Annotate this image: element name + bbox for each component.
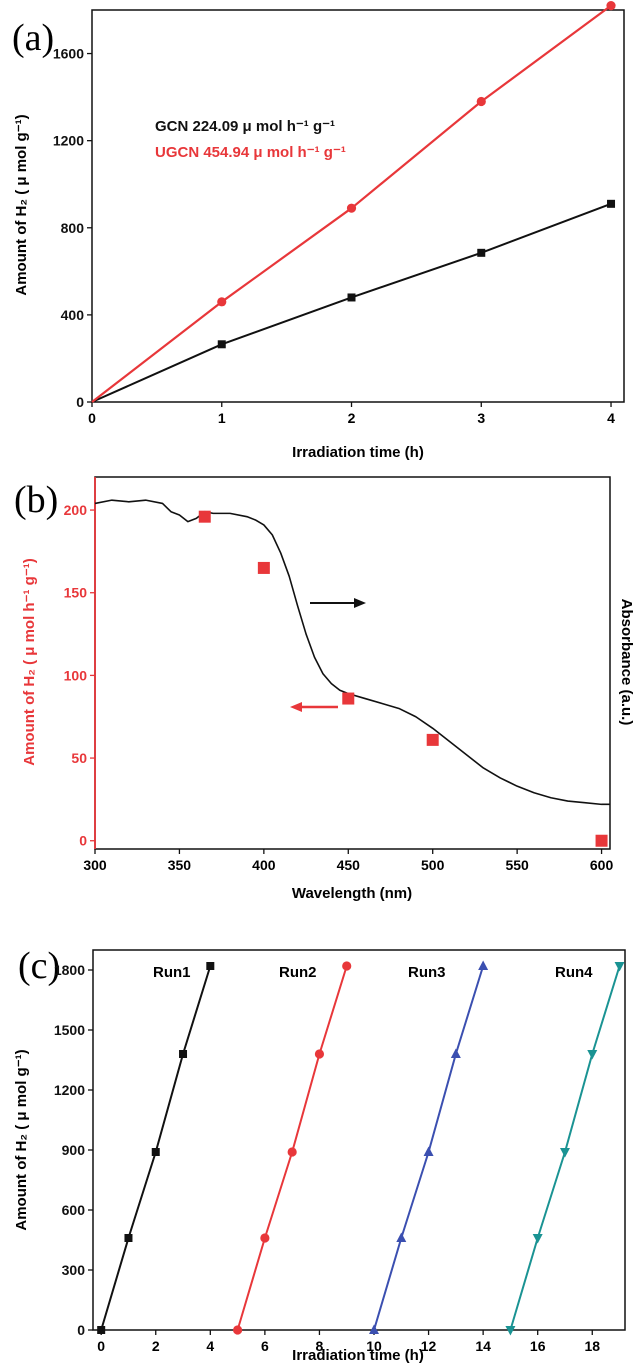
legend-run2: Run2 [279,964,317,981]
y-tick-label: 150 [64,585,88,601]
series-line-b-s1 [94,499,610,806]
data-point-Run3 [369,1324,380,1334]
x-tick-label: 500 [421,857,445,873]
x-tick-label: 10 [366,1338,382,1354]
data-point-b-s0 [426,733,439,746]
y-tick-label: 1500 [54,1022,85,1038]
legend-run3: Run3 [408,964,446,981]
y-tick-label: 800 [61,220,85,236]
y-tick-label: 0 [76,394,84,410]
x-tick-label: 16 [530,1338,546,1354]
data-point-b-s0 [198,510,211,523]
data-point-a-s1 [217,297,227,307]
data-point-Run1 [206,962,215,970]
data-point-Run2 [342,961,352,971]
data-point-Run2 [314,1049,325,1059]
x-tick-label: 14 [475,1338,491,1354]
x-tick-label: 600 [590,857,614,873]
annotation-ugcn-rate: UGCN 454.94 μ mol h⁻¹ g⁻¹ [155,144,346,161]
data-point-a-s1 [606,1,616,11]
data-point-Run1 [124,1234,133,1242]
data-point-Run3 [478,960,489,970]
x-tick-label: 12 [421,1338,437,1354]
x-tick-label: 4 [607,410,615,426]
series-line-a-s0 [91,202,612,403]
y-tick-label: 300 [62,1262,86,1278]
annotation-gcn-rate: GCN 224.09 μ mol h⁻¹ g⁻¹ [155,118,335,135]
panel-label-a: (a) [12,17,54,59]
y-tick-label: 50 [71,750,87,766]
x-tick-label: 350 [168,857,192,873]
data-point-Run4 [559,1148,570,1158]
y-tick-label: 400 [61,307,85,323]
arrow-right-absorbance [310,598,366,608]
x-tick-label: 400 [252,857,276,873]
data-point-Run3 [423,1146,434,1156]
x-axis-label-b: Wavelength (nm) [292,885,412,902]
y-tick-label: 1200 [54,1082,85,1098]
data-point-a-s1 [476,96,486,107]
data-point-Run4 [532,1234,543,1244]
data-point-Run1 [97,1326,106,1334]
x-tick-label: 8 [316,1338,324,1354]
y-tick-label: 1600 [53,46,84,62]
data-point-a-s0 [477,248,486,257]
data-point-a-s0 [347,293,356,302]
data-point-Run4 [505,1326,516,1336]
panel-label-c: (c) [18,945,60,987]
data-point-Run2 [260,1233,270,1243]
data-point-a-s0 [607,199,616,208]
legend-run1: Run1 [153,964,191,981]
x-tick-label: 550 [505,857,529,873]
x-tick-label: 300 [83,857,107,873]
x-tick-label: 3 [477,410,485,426]
y2-axis-label-b: Absorbance (a.u.) [618,599,635,726]
x-tick-label: 2 [152,1338,160,1354]
arrow-left-h2 [290,702,338,712]
data-point-Run2 [232,1325,243,1335]
panel-a: (a) 0 1 2 3 4 0 400 800 1200 1600 GCN 224.09 μ m… [12,1,625,461]
x-axis-label-a: Irradiation time (h) [292,444,424,461]
data-point-b-s0 [595,834,608,847]
data-point-Run4 [587,1050,598,1060]
data-point-Run4 [614,962,625,972]
data-point-Run3 [396,1232,407,1242]
y-tick-label: 900 [62,1142,86,1158]
data-point-Run3 [450,1048,461,1058]
plot-frame-b [94,476,611,850]
data-point-Run1 [179,1050,188,1058]
legend-run4: Run4 [555,964,593,981]
x-tick-label: 1 [218,410,226,426]
x-tick-label: 450 [337,857,361,873]
data-point-a-s1 [346,203,357,213]
x-tick-label: 0 [97,1338,105,1354]
panel-c: (c) 0 2 4 6 8 10 12 14 16 18 0 300 600 900 1200 1500 18… [13,945,626,1364]
data-point-b-s0 [257,561,270,574]
y-tick-label: 600 [62,1202,86,1218]
x-tick-label: 18 [584,1338,600,1354]
x-tick-label: 2 [348,410,356,426]
y-axis-label-c: Amount of H₂ ( μ mol g⁻¹) [13,1049,30,1230]
x-tick-label: 4 [206,1338,214,1354]
data-point-Run2 [287,1147,297,1157]
plot-frame-c [92,949,626,1331]
x-axis-label-c: Irradiation time (h) [292,1347,424,1364]
data-point-a-s0 [217,340,226,349]
y-axis-label-b: Amount of H₂ ( μ mol h⁻¹ g⁻¹) [21,558,38,765]
data-point-Run1 [151,1148,160,1156]
y-tick-label: 100 [64,667,88,683]
x-tick-label: 0 [88,410,96,426]
x-tick-label: 6 [261,1338,269,1354]
y-tick-label: 1200 [53,133,84,149]
y-tick-label: 200 [64,502,88,518]
y-tick-label: 0 [77,1322,85,1338]
y-tick-label: 1800 [54,962,85,978]
y-tick-label: 0 [79,833,87,849]
data-point-b-s0 [342,692,355,705]
panel-b: (b) 300 350 400 450 500 550 600 0 50 100 150 200 W… [14,476,635,902]
y-axis-label-a: Amount of H₂ ( μ mol g⁻¹) [13,114,30,295]
plot-frame-a [91,9,625,403]
panel-label-b: (b) [14,479,58,521]
